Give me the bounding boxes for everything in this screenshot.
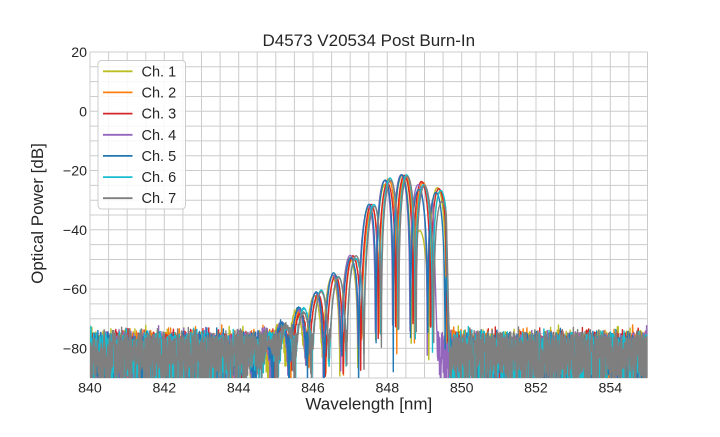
- svg-text:848: 848: [375, 381, 399, 397]
- svg-text:Ch. 3: Ch. 3: [142, 107, 177, 123]
- svg-text:Ch. 6: Ch. 6: [142, 170, 177, 186]
- svg-text:D4573 V20534 Post Burn-In: D4573 V20534 Post Burn-In: [262, 31, 475, 50]
- svg-text:842: 842: [152, 381, 176, 397]
- svg-text:Ch. 2: Ch. 2: [142, 85, 177, 101]
- svg-text:20: 20: [71, 45, 87, 61]
- svg-text:852: 852: [524, 381, 548, 397]
- svg-text:Optical Power [dB]: Optical Power [dB]: [28, 143, 47, 284]
- svg-text:Wavelength [nm]: Wavelength [nm]: [305, 395, 432, 414]
- svg-text:850: 850: [450, 381, 474, 397]
- svg-text:854: 854: [598, 381, 622, 397]
- svg-text:0: 0: [79, 104, 87, 120]
- svg-text:−80: −80: [63, 341, 87, 357]
- svg-text:Ch. 5: Ch. 5: [142, 149, 177, 165]
- svg-text:846: 846: [301, 381, 325, 397]
- svg-text:840: 840: [78, 381, 102, 397]
- svg-text:Ch. 1: Ch. 1: [142, 64, 177, 80]
- svg-text:−60: −60: [63, 282, 87, 298]
- svg-text:Ch. 4: Ch. 4: [142, 128, 177, 144]
- svg-text:−20: −20: [63, 164, 87, 180]
- svg-text:Ch. 7: Ch. 7: [142, 191, 177, 207]
- svg-text:−40: −40: [63, 223, 87, 239]
- svg-text:844: 844: [227, 381, 251, 397]
